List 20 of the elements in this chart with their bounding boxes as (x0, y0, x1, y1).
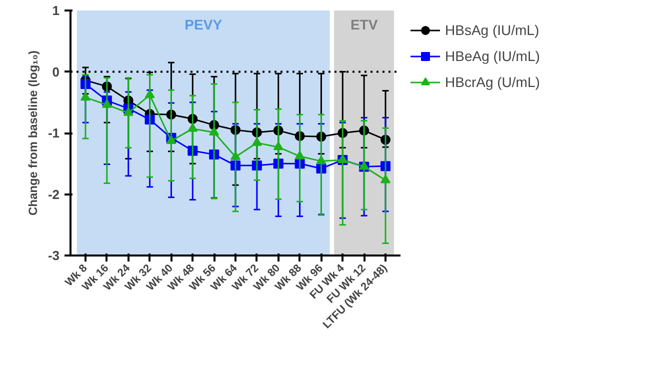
legend-label: HBsAg (IU/mL) (445, 22, 540, 38)
point (102, 99, 112, 108)
point (273, 141, 284, 150)
y-tick-label: -3 (48, 248, 60, 263)
y-tick-label: -2 (48, 186, 60, 202)
y-tick-label: 0 (52, 64, 60, 80)
point (209, 126, 220, 136)
y-axis-title: Change from baseline (log₁₀) (26, 50, 40, 216)
point (252, 137, 262, 146)
legend-label: HBeAg (IU/mL) (445, 48, 540, 64)
legend-label: HBcrAg (U/mL) (445, 74, 540, 90)
y-tick-label: -1 (48, 126, 60, 140)
point (123, 107, 134, 116)
point (230, 151, 240, 160)
point (166, 135, 176, 144)
y-tick-label: 1 (52, 3, 60, 18)
band-label: PEVY (184, 16, 223, 32)
point (380, 174, 390, 184)
band-label: ETV (350, 16, 378, 32)
point (188, 123, 198, 132)
